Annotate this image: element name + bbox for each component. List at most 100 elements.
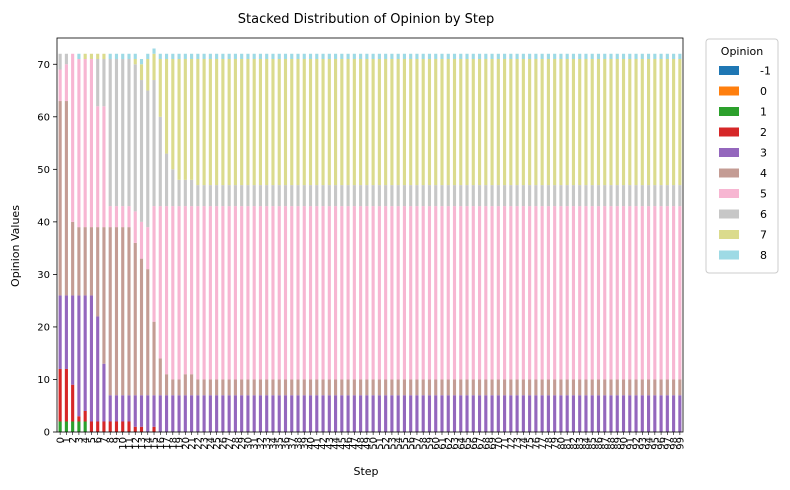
bar-segment-step-88-opinion-6 — [609, 185, 613, 207]
bar-segment-step-25-opinion-3 — [215, 395, 219, 432]
x-tick-label: 46 — [344, 437, 355, 450]
bar-segment-step-10-opinion-4 — [121, 227, 125, 396]
bar-segment-step-4-opinion-4 — [83, 227, 87, 296]
bar-segment-step-75-opinion-4 — [528, 379, 532, 396]
bar-segment-step-97-opinion-3 — [665, 395, 669, 432]
bar-segment-step-62-opinion-5 — [446, 206, 450, 380]
bar-segment-step-61-opinion-3 — [440, 395, 444, 432]
x-tick-label: 17 — [162, 437, 173, 450]
bar-segment-step-45-opinion-3 — [340, 395, 344, 432]
bar-segment-step-98-opinion-7 — [672, 59, 676, 186]
x-tick-label: 97 — [663, 437, 674, 450]
bar-segment-step-31-opinion-6 — [252, 185, 256, 207]
bar-segment-step-0-opinion-1 — [58, 421, 62, 432]
bar-segment-step-55-opinion-3 — [402, 395, 406, 432]
bar-segment-step-20-opinion-7 — [183, 59, 187, 180]
bar-segment-step-47-opinion-3 — [352, 395, 356, 432]
bar-segment-step-73-opinion-7 — [515, 59, 519, 186]
bar-segment-step-64-opinion-4 — [459, 379, 463, 396]
bar-segment-step-60-opinion-6 — [434, 185, 438, 207]
x-tick-label: 71 — [500, 437, 511, 450]
bar-segment-step-90-opinion-4 — [621, 379, 626, 396]
bar-segment-step-55-opinion-4 — [402, 379, 406, 396]
bar-segment-step-95-opinion-6 — [653, 185, 657, 207]
bar-segment-step-14-opinion-3 — [146, 395, 150, 432]
x-tick-label: 98 — [669, 437, 680, 450]
bar-segment-step-3-opinion-8 — [77, 53, 81, 60]
x-tick-label: 73 — [513, 437, 524, 450]
bar-segment-step-32-opinion-7 — [258, 59, 263, 186]
bar-segment-step-13-opinion-4 — [139, 258, 144, 396]
bar-segment-step-52-opinion-6 — [384, 185, 388, 207]
y-tick-label: 50 — [37, 165, 50, 176]
bar-segment-step-53-opinion-7 — [390, 59, 394, 186]
bar-segment-step-87-opinion-5 — [603, 206, 607, 380]
bar-segment-step-51-opinion-8 — [377, 53, 381, 60]
bar-segment-step-38-opinion-4 — [296, 379, 300, 396]
bar-segment-step-62-opinion-8 — [446, 53, 450, 60]
bar-segment-step-65-opinion-7 — [465, 59, 469, 186]
bar-segment-step-28-opinion-5 — [233, 206, 237, 380]
bar-segment-step-33-opinion-5 — [265, 206, 269, 380]
x-tick-label: 34 — [268, 437, 279, 450]
bar-segment-step-92-opinion-3 — [634, 395, 638, 432]
legend-label-6: 6 — [760, 208, 767, 221]
x-tick-label: 87 — [600, 437, 611, 450]
x-tick-label: 67 — [475, 437, 486, 450]
bar-segment-step-58-opinion-4 — [421, 379, 425, 396]
bar-segment-step-20-opinion-6 — [183, 179, 187, 207]
bar-segment-step-83-opinion-3 — [578, 395, 582, 432]
bar-segment-step-99-opinion-8 — [678, 53, 682, 60]
bar-segment-step-79-opinion-4 — [553, 379, 557, 396]
bar-segment-step-9-opinion-8 — [114, 53, 119, 60]
bar-segment-step-6-opinion-7 — [96, 53, 100, 60]
bar-segment-step-58-opinion-7 — [421, 59, 425, 186]
x-tick-label: 65 — [463, 437, 474, 450]
y-tick-label: 20 — [37, 322, 50, 333]
bar-segment-step-23-opinion-5 — [202, 206, 206, 380]
bar-segment-step-34-opinion-8 — [271, 53, 275, 60]
bar-segment-step-66-opinion-7 — [471, 59, 475, 186]
bar-segment-step-3-opinion-5 — [77, 59, 81, 228]
bar-segment-step-99-opinion-6 — [678, 185, 682, 207]
bar-segment-step-26-opinion-7 — [221, 59, 225, 186]
bar-segment-step-15-opinion-6 — [152, 80, 156, 207]
bar-segment-step-27-opinion-5 — [227, 206, 231, 380]
legend-swatch-7 — [719, 230, 739, 239]
x-tick-label: 82 — [569, 437, 580, 450]
x-tick-label: 11 — [124, 437, 135, 450]
bar-segment-step-20-opinion-3 — [183, 395, 187, 432]
x-tick-label: 62 — [444, 437, 455, 450]
bar-segment-step-17-opinion-7 — [164, 59, 169, 154]
bar-segment-step-66-opinion-8 — [471, 53, 475, 60]
bar-segment-step-38-opinion-6 — [296, 185, 300, 207]
bar-segment-step-52-opinion-3 — [384, 395, 388, 432]
bar-segment-step-97-opinion-8 — [665, 53, 669, 60]
bar-segment-step-63-opinion-5 — [452, 206, 457, 380]
bar-segment-step-33-opinion-4 — [265, 379, 269, 396]
x-tick-label: 29 — [237, 437, 248, 450]
bar-segment-step-64-opinion-6 — [459, 185, 463, 207]
bar-segment-step-17-opinion-6 — [164, 153, 169, 207]
bar-segment-step-27-opinion-3 — [227, 395, 231, 432]
bar-segment-step-35-opinion-6 — [277, 185, 281, 207]
bar-segment-step-5-opinion-5 — [89, 59, 93, 228]
legend-label-1: 1 — [760, 106, 767, 119]
bar-segment-step-87-opinion-3 — [603, 395, 607, 432]
bar-segment-step-1-opinion-4 — [64, 101, 68, 296]
bar-segment-step-58-opinion-6 — [421, 185, 425, 207]
bar-segment-step-11-opinion-8 — [127, 53, 131, 60]
bar-segment-step-93-opinion-7 — [640, 59, 644, 186]
bar-segment-step-58-opinion-5 — [421, 206, 425, 380]
bar-segment-step-39-opinion-5 — [302, 206, 306, 380]
bar-segment-step-83-opinion-6 — [578, 185, 582, 207]
bar-segment-step-12-opinion-2 — [133, 426, 137, 432]
bar-segment-step-13-opinion-3 — [139, 395, 144, 427]
bar-segment-step-54-opinion-7 — [396, 59, 400, 186]
bar-segment-step-68-opinion-3 — [484, 395, 488, 432]
bar-segment-step-65-opinion-6 — [465, 185, 469, 207]
bar-segment-step-1-opinion-2 — [64, 368, 68, 422]
bar-segment-step-0-opinion-5 — [58, 69, 62, 102]
x-tick-label: 81 — [563, 437, 574, 450]
